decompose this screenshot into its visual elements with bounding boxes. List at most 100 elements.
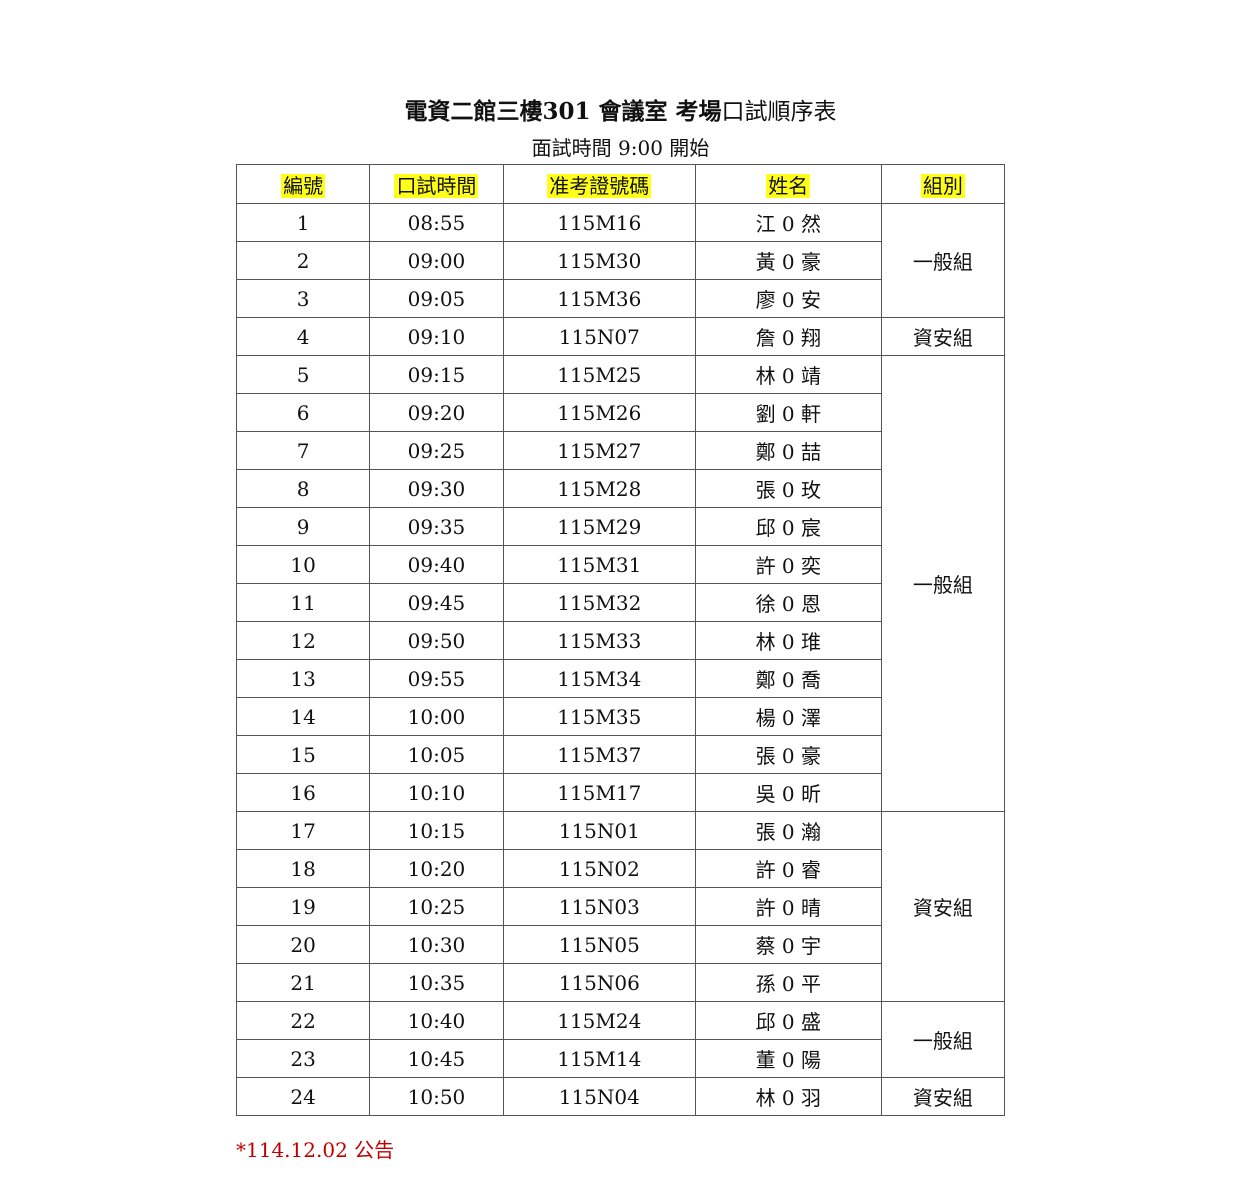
cell-name: 孫 0 平 [694,963,882,1002]
cell-time: 10:45 [369,1039,504,1078]
cell-group: 資安組 [880,1077,1006,1116]
cell-name: 張 0 玫 [694,469,882,508]
cell-number: 17 [235,811,371,850]
table-row: 17 10:15 115N01 張 0 瀚資安組 [235,811,1006,1002]
cell-ticket: 115M33 [502,621,696,660]
cell-ticket: 115M31 [502,545,696,584]
cell-number: 10 [235,545,371,584]
cell-number: 13 [235,659,371,698]
announcement-note: *114.12.02 公告 [236,1138,395,1162]
cell-ticket: 115N05 [502,925,696,964]
cell-number: 2 [235,241,371,280]
cell-number: 18 [235,849,371,888]
cell-name: 許 0 晴 [694,887,882,926]
table-row: 3 09:05 115M36 廖 0 安 [235,279,1005,318]
table-row: 16 10:10 115M17 吳 0 昕 [235,773,1005,812]
cell-time: 10:15 [369,811,504,850]
cell-name: 黃 0 豪 [694,241,882,280]
table-row: 24 10:50 115N04 林 0 羽資安組 [235,1077,1006,1116]
cell-name: 林 0 羽 [694,1077,882,1116]
cell-ticket: 115N07 [502,317,696,356]
cell-name: 邱 0 盛 [694,1001,882,1040]
cell-time: 10:05 [369,735,504,774]
header-number: 編號 [235,164,371,204]
cell-name: 許 0 奕 [694,545,882,584]
cell-ticket: 115N03 [502,887,696,926]
cell-time: 09:15 [369,355,504,394]
cell-time: 09:30 [369,469,504,508]
header-group: 組別 [880,164,1006,204]
cell-name: 林 0 琟 [694,621,882,660]
table-row: 10 09:40 115M31 許 0 奕 [235,545,1005,584]
cell-ticket: 115N01 [502,811,696,850]
cell-ticket: 115M36 [502,279,696,318]
cell-time: 10:20 [369,849,504,888]
table-body: 1 08:55 115M16 江 0 然一般組 2 09:00 115M30 黃 0 豪 3 09… [235,203,1006,1116]
cell-time: 09:45 [369,583,504,622]
table-row: 13 09:55 115M34 鄭 0 喬 [235,659,1005,698]
cell-name: 鄭 0 喬 [694,659,882,698]
cell-number: 20 [235,925,371,964]
cell-time: 09:25 [369,431,504,470]
cell-group: 資安組 [880,811,1006,1002]
cell-name: 林 0 靖 [694,355,882,394]
page-title: 電資二館三樓301 會議室 考場口試順序表 [0,92,1241,126]
cell-ticket: 115M30 [502,241,696,280]
cell-ticket: 115M16 [502,203,696,242]
cell-number: 3 [235,279,371,318]
cell-ticket: 115M29 [502,507,696,546]
cell-ticket: 115M34 [502,659,696,698]
table-row: 18 10:20 115N02 許 0 睿 [235,849,1005,888]
cell-name: 蔡 0 宇 [694,925,882,964]
cell-number: 16 [235,773,371,812]
cell-group: 一般組 [880,355,1006,812]
cell-time: 10:35 [369,963,504,1002]
cell-ticket: 115M37 [502,735,696,774]
cell-name: 許 0 睿 [694,849,882,888]
cell-time: 09:00 [369,241,504,280]
cell-number: 9 [235,507,371,546]
cell-number: 6 [235,393,371,432]
cell-time: 10:50 [369,1077,504,1116]
cell-time: 10:40 [369,1001,504,1040]
table-row: 8 09:30 115M28 張 0 玫 [235,469,1005,508]
cell-ticket: 115N04 [502,1077,696,1116]
cell-number: 24 [235,1077,371,1116]
cell-number: 12 [235,621,371,660]
cell-ticket: 115M25 [502,355,696,394]
title-rest: 口試順序表 [721,99,837,125]
table-row: 1 08:55 115M16 江 0 然一般組 [235,203,1006,318]
cell-time: 10:00 [369,697,504,736]
cell-name: 張 0 瀚 [694,811,882,850]
cell-name: 邱 0 宸 [694,507,882,546]
cell-ticket: 115M35 [502,697,696,736]
cell-name: 劉 0 軒 [694,393,882,432]
cell-number: 19 [235,887,371,926]
cell-number: 1 [235,203,371,242]
cell-number: 15 [235,735,371,774]
table-row: 21 10:35 115N06 孫 0 平 [235,963,1005,1002]
title-bold: 電資二館三樓301 會議室 考場 [404,98,722,125]
cell-time: 09:40 [369,545,504,584]
cell-ticket: 115M24 [502,1001,696,1040]
cell-number: 22 [235,1001,371,1040]
cell-number: 21 [235,963,371,1002]
cell-ticket: 115M14 [502,1039,696,1078]
cell-name: 徐 0 恩 [694,583,882,622]
cell-number: 14 [235,697,371,736]
cell-number: 4 [235,317,371,356]
cell-ticket: 115M26 [502,393,696,432]
cell-number: 5 [235,355,371,394]
cell-time: 09:50 [369,621,504,660]
cell-name: 詹 0 翔 [694,317,882,356]
table-row: 11 09:45 115M32 徐 0 恩 [235,583,1005,622]
header-ticket: 准考證號碼 [502,164,696,204]
cell-number: 23 [235,1039,371,1078]
cell-ticket: 115N02 [502,849,696,888]
table-row: 14 10:00 115M35 楊 0 澤 [235,697,1005,736]
cell-time: 09:35 [369,507,504,546]
cell-time: 09:05 [369,279,504,318]
page-subtitle: 面試時間 9:00 開始 [531,136,710,160]
cell-time: 09:10 [369,317,504,356]
cell-name: 廖 0 安 [694,279,882,318]
